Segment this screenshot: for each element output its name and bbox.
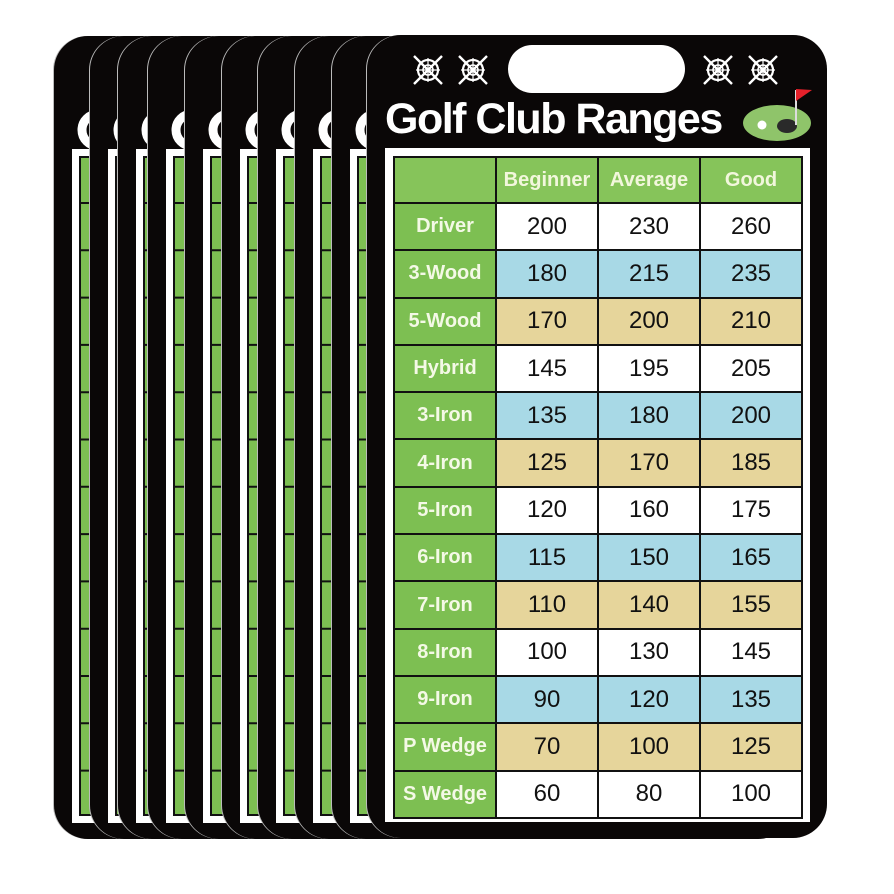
club-name: 4-Iron (393, 438, 497, 488)
distance-cell: 125 (699, 722, 803, 772)
distance-cell: 200 (495, 201, 599, 252)
distance-cell: 120 (495, 485, 599, 536)
distance-cell: 185 (699, 438, 803, 488)
distance-cell: 215 (597, 249, 701, 299)
distance-cell: 200 (597, 296, 701, 346)
club-name: Driver (393, 201, 497, 252)
table-row: 7-Iron 110 140 155 (393, 580, 803, 630)
distance-cell: 155 (699, 580, 803, 630)
distance-cell: 170 (495, 296, 599, 346)
distance-cell: 90 (495, 674, 599, 725)
distance-cell: 130 (597, 627, 701, 677)
golf-range-card-front: Golf Club Ranges Beginner Average Good Dri… (367, 35, 827, 838)
target-crosshair-icon (748, 55, 778, 85)
distance-cell: 140 (597, 580, 701, 630)
range-table: Beginner Average Good Driver 200 230 260 3-Woo… (393, 156, 803, 819)
distance-cell: 125 (495, 438, 599, 488)
card-title: Golf Club Ranges (385, 95, 723, 143)
table-row: 9-Iron 90 120 135 (393, 674, 803, 725)
club-name: S Wedge (393, 769, 497, 819)
target-crosshair-icon (703, 55, 733, 85)
club-name: 6-Iron (393, 533, 497, 583)
club-name: P Wedge (393, 722, 497, 772)
column-header-empty (393, 156, 497, 204)
lanyard-slot (508, 45, 685, 93)
table-row: 3-Iron 135 180 200 (393, 391, 803, 441)
distance-cell: 150 (597, 533, 701, 583)
club-name: 5-Iron (393, 485, 497, 536)
column-header: Average (597, 156, 701, 204)
distance-cell: 230 (597, 201, 701, 252)
table-row: S Wedge 60 80 100 (393, 769, 803, 819)
range-table-frame: Beginner Average Good Driver 200 230 260 3-Woo… (385, 148, 810, 822)
distance-cell: 205 (699, 343, 803, 394)
table-row: 3-Wood 180 215 235 (393, 249, 803, 299)
table-row: 5-Iron 120 160 175 (393, 485, 803, 536)
distance-cell: 60 (495, 769, 599, 819)
club-name: 8-Iron (393, 627, 497, 677)
distance-cell: 120 (597, 674, 701, 725)
table-row: 5-Wood 170 200 210 (393, 296, 803, 346)
table-row: 4-Iron 125 170 185 (393, 438, 803, 488)
distance-cell: 165 (699, 533, 803, 583)
distance-cell: 195 (597, 343, 701, 394)
table-row: Driver 200 230 260 (393, 201, 803, 252)
distance-cell: 100 (699, 769, 803, 819)
table-row: P Wedge 70 100 125 (393, 722, 803, 772)
club-name: 3-Iron (393, 391, 497, 441)
distance-cell: 115 (495, 533, 599, 583)
column-header: Good (699, 156, 803, 204)
table-row: Hybrid 145 195 205 (393, 343, 803, 394)
club-name: 3-Wood (393, 249, 497, 299)
target-crosshair-icon (413, 55, 443, 85)
table-header-row: Beginner Average Good (393, 156, 803, 204)
distance-cell: 100 (495, 627, 599, 677)
distance-cell: 260 (699, 201, 803, 252)
column-header: Beginner (495, 156, 599, 204)
distance-cell: 200 (699, 391, 803, 441)
club-name: Hybrid (393, 343, 497, 394)
target-crosshair-icon (458, 55, 488, 85)
distance-cell: 180 (495, 249, 599, 299)
distance-cell: 100 (597, 722, 701, 772)
golf-green-flag-icon (743, 89, 812, 141)
distance-cell: 80 (597, 769, 701, 819)
table-row: 6-Iron 115 150 165 (393, 533, 803, 583)
distance-cell: 145 (495, 343, 599, 394)
distance-cell: 70 (495, 722, 599, 772)
club-name: 9-Iron (393, 674, 497, 725)
distance-cell: 235 (699, 249, 803, 299)
distance-cell: 145 (699, 627, 803, 677)
club-name: 5-Wood (393, 296, 497, 346)
distance-cell: 110 (495, 580, 599, 630)
distance-cell: 210 (699, 296, 803, 346)
distance-cell: 175 (699, 485, 803, 536)
distance-cell: 170 (597, 438, 701, 488)
table-row: 8-Iron 100 130 145 (393, 627, 803, 677)
distance-cell: 160 (597, 485, 701, 536)
distance-cell: 135 (699, 674, 803, 725)
club-name: 7-Iron (393, 580, 497, 630)
distance-cell: 180 (597, 391, 701, 441)
distance-cell: 135 (495, 391, 599, 441)
